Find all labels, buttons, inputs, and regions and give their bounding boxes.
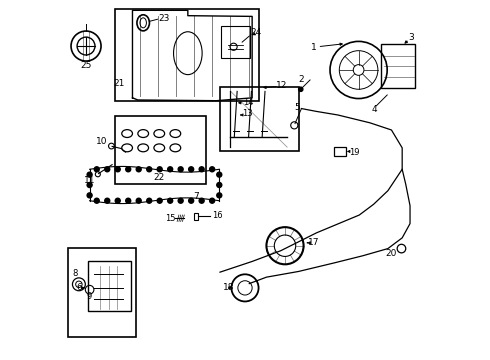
Circle shape xyxy=(168,198,172,203)
Circle shape xyxy=(157,198,162,203)
Circle shape xyxy=(115,198,120,203)
Circle shape xyxy=(115,167,120,172)
Circle shape xyxy=(94,198,99,203)
Circle shape xyxy=(147,167,152,172)
Text: 1: 1 xyxy=(311,42,317,51)
Circle shape xyxy=(126,167,131,172)
Circle shape xyxy=(189,167,194,172)
Circle shape xyxy=(217,172,222,177)
Circle shape xyxy=(210,167,215,172)
Circle shape xyxy=(105,167,110,172)
Circle shape xyxy=(105,198,110,203)
Circle shape xyxy=(136,198,141,203)
Circle shape xyxy=(94,167,99,172)
Circle shape xyxy=(87,193,92,198)
Circle shape xyxy=(199,167,204,172)
Circle shape xyxy=(168,167,172,172)
Text: 7: 7 xyxy=(193,192,199,201)
Text: 20: 20 xyxy=(385,249,396,258)
Bar xyxy=(381,44,416,88)
Text: 4: 4 xyxy=(371,105,377,114)
Circle shape xyxy=(178,167,183,172)
Text: 14: 14 xyxy=(243,98,253,107)
Circle shape xyxy=(96,172,100,177)
Text: 8: 8 xyxy=(72,269,77,278)
Circle shape xyxy=(189,198,194,203)
Bar xyxy=(220,87,298,152)
Bar xyxy=(88,261,131,311)
Circle shape xyxy=(87,172,92,177)
Text: 10: 10 xyxy=(96,137,107,146)
Circle shape xyxy=(210,198,215,203)
Bar xyxy=(194,213,198,220)
Text: 24: 24 xyxy=(251,28,262,37)
Circle shape xyxy=(217,183,222,188)
Ellipse shape xyxy=(298,87,303,91)
Circle shape xyxy=(147,198,152,203)
Text: 15: 15 xyxy=(165,214,175,223)
Text: 18: 18 xyxy=(223,283,234,292)
Text: 23: 23 xyxy=(158,14,170,23)
Text: 22: 22 xyxy=(154,173,165,182)
Bar xyxy=(115,9,259,102)
Text: 9: 9 xyxy=(87,292,92,301)
Text: 25: 25 xyxy=(80,61,92,70)
Bar xyxy=(334,147,346,156)
Circle shape xyxy=(87,183,92,188)
Bar xyxy=(68,248,136,337)
Circle shape xyxy=(178,198,183,203)
Circle shape xyxy=(157,167,162,172)
Text: 2: 2 xyxy=(298,75,304,84)
Text: 13: 13 xyxy=(242,109,252,118)
Circle shape xyxy=(136,167,141,172)
Bar xyxy=(115,116,206,184)
Text: 21: 21 xyxy=(114,79,125,88)
Text: 19: 19 xyxy=(349,148,360,157)
Circle shape xyxy=(199,198,204,203)
Circle shape xyxy=(126,198,131,203)
Text: 5: 5 xyxy=(294,103,300,112)
Text: 17: 17 xyxy=(308,238,319,247)
Text: 6: 6 xyxy=(76,283,82,292)
Text: 16: 16 xyxy=(212,211,223,220)
Text: 3: 3 xyxy=(409,33,415,42)
Text: 11: 11 xyxy=(83,176,95,185)
Text: 12: 12 xyxy=(276,81,287,90)
Bar xyxy=(220,26,250,58)
Circle shape xyxy=(217,193,222,198)
